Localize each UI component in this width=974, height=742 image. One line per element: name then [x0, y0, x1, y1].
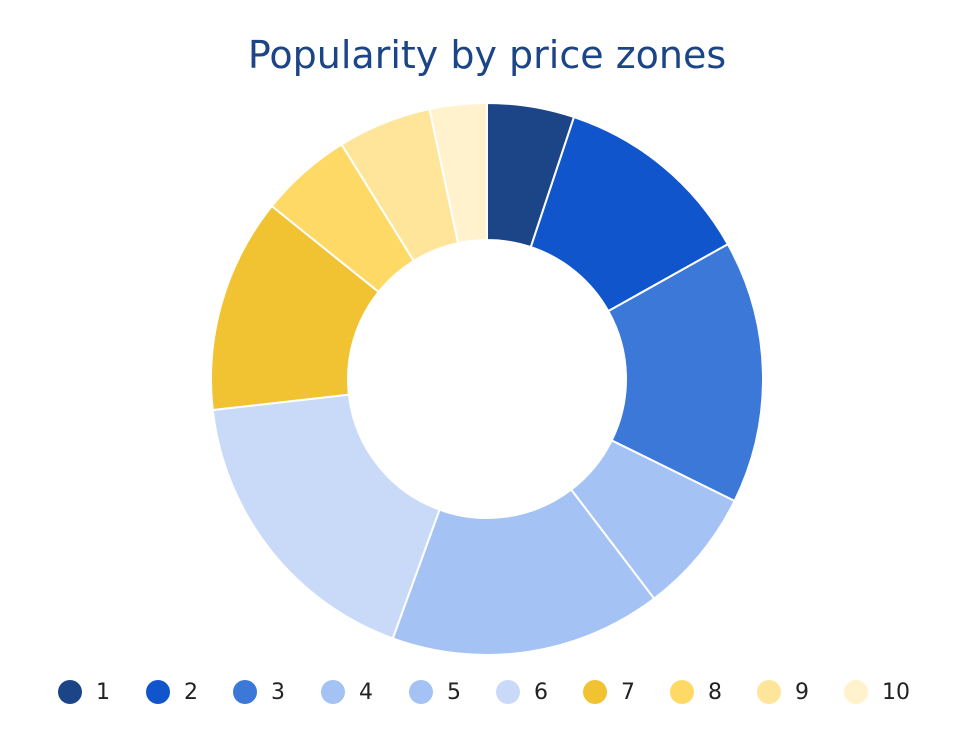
legend-label: 8: [708, 679, 722, 705]
chart-title: Popularity by price zones: [247, 33, 727, 77]
legend-item-4[interactable]: 4: [321, 672, 373, 712]
legend-item-9[interactable]: 9: [757, 672, 809, 712]
donut-slice-3[interactable]: [606, 242, 764, 503]
legend-label: 4: [359, 679, 373, 705]
legend-item-1[interactable]: 1: [58, 672, 110, 712]
legend-item-3[interactable]: 3: [233, 672, 285, 712]
legend-label: 3: [271, 679, 285, 705]
legend-label: 9: [795, 679, 809, 705]
legend-swatch-icon: [844, 680, 868, 704]
legend-item-10[interactable]: 10: [844, 672, 910, 712]
legend-item-7[interactable]: 7: [583, 672, 635, 712]
legend-swatch-icon: [146, 680, 170, 704]
legend-label: 7: [621, 679, 635, 705]
legend-swatch-icon: [583, 680, 607, 704]
legend-swatch-icon: [321, 680, 345, 704]
legend-swatch-icon: [409, 680, 433, 704]
donut-slices: [210, 101, 764, 656]
legend-item-2[interactable]: 2: [146, 672, 198, 712]
legend-swatch-icon: [58, 680, 82, 704]
legend-swatch-icon: [233, 680, 257, 704]
donut-slice-10[interactable]: [428, 101, 488, 245]
legend-swatch-icon: [496, 680, 520, 704]
legend-item-5[interactable]: 5: [409, 672, 461, 712]
legend-item-6[interactable]: 6: [496, 672, 548, 712]
legend-item-8[interactable]: 8: [670, 672, 722, 712]
legend-label: 5: [447, 679, 461, 705]
legend-label: 10: [882, 679, 910, 705]
donut-slice-5[interactable]: [391, 488, 656, 656]
donut-slice-6[interactable]: [211, 393, 441, 640]
legend-label: 2: [184, 679, 198, 705]
legend-swatch-icon: [757, 680, 781, 704]
legend-label: 1: [96, 679, 110, 705]
legend-label: 6: [534, 679, 548, 705]
legend-swatch-icon: [670, 680, 694, 704]
chart-legend: 1 2 3 4 5 6 7 8 9 10: [0, 672, 974, 712]
